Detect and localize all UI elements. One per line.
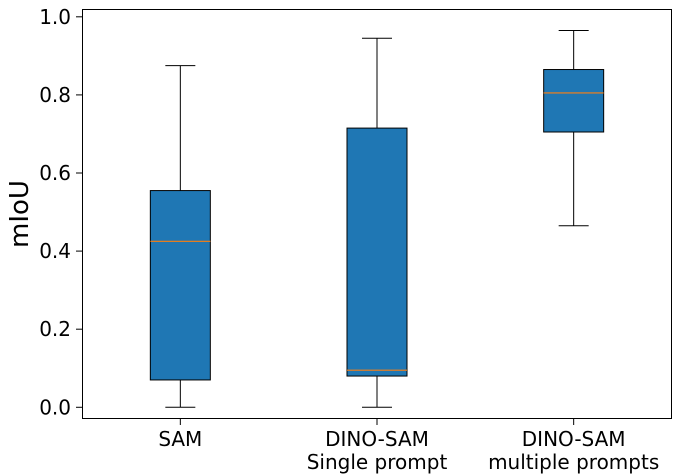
y-tick-label: 0.4: [39, 239, 71, 263]
boxes-layer: [149, 29, 605, 408]
box-group: [346, 37, 408, 408]
y-tick-label: 0.2: [39, 317, 71, 341]
box-iqr: [149, 190, 211, 381]
x-tick-label-line: multiple prompts: [488, 450, 659, 474]
x-tick-label: DINO-SAM Single prompt: [307, 427, 448, 474]
y-tick-label: 1.0: [39, 5, 71, 29]
y-tick-label: 0.6: [39, 161, 71, 185]
x-tick-label: SAM: [158, 427, 202, 451]
box-group: [543, 29, 605, 227]
box-group: [149, 65, 211, 408]
x-tick-label-line: Single prompt: [307, 450, 448, 474]
box-iqr: [346, 127, 408, 377]
y-tick-label: 0.0: [39, 395, 71, 419]
x-tick-label: DINO-SAM multiple prompts: [488, 427, 659, 474]
y-tick-label: 0.8: [39, 83, 71, 107]
x-tick-label-line: DINO-SAM: [522, 427, 626, 451]
box-iqr: [543, 69, 605, 133]
y-axis: 0.0 0.2 0.4 0.6 0.8 1.0: [39, 5, 82, 419]
plot-frame: [82, 9, 672, 419]
x-tick-label-line: SAM: [158, 427, 202, 451]
x-tick-label-line: DINO-SAM: [325, 427, 429, 451]
y-axis-label: mIoU: [5, 180, 35, 248]
